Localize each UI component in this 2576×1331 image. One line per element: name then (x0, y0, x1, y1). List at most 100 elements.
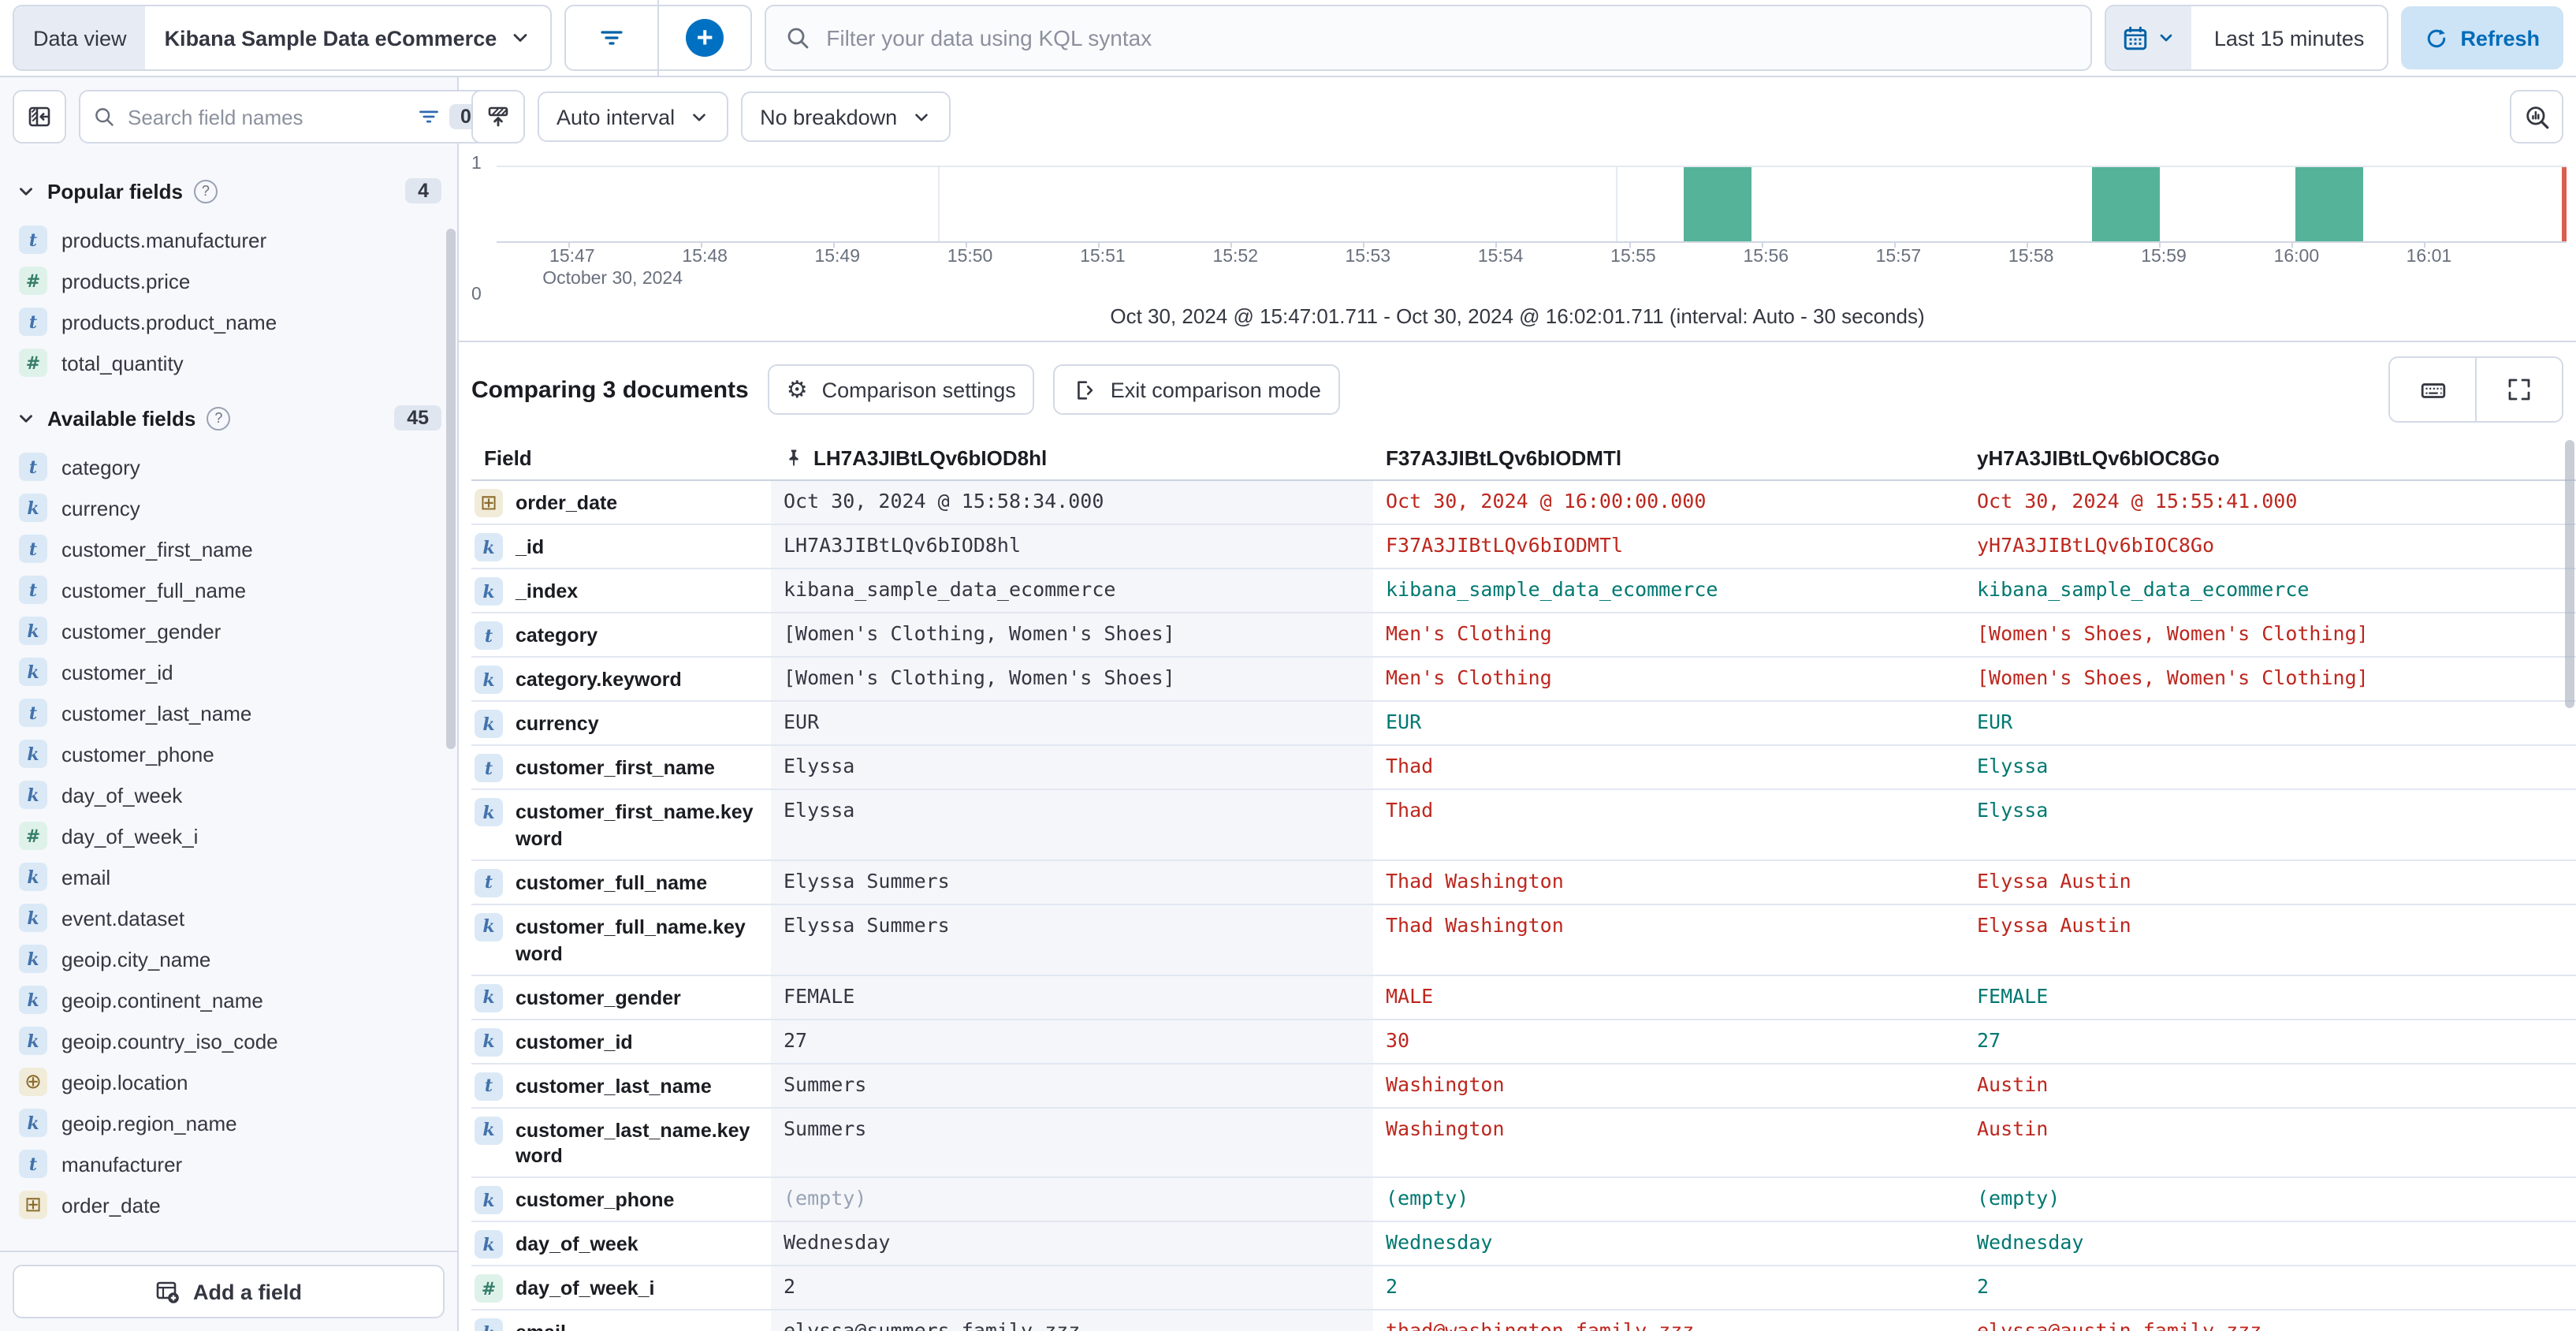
field-list-item[interactable]: # day_of_week_i (16, 815, 441, 856)
field-list-item[interactable]: k email (16, 856, 441, 897)
exit-comparison-button[interactable]: Exit comparison mode (1053, 364, 1340, 415)
explore-in-lens-button[interactable] (2510, 90, 2563, 144)
field-type-icon: t (475, 1072, 503, 1100)
x-axis-tick: 15:50 (947, 241, 993, 267)
document-header[interactable]: F37A3JIBtLQv6bIODMTl (1386, 446, 1622, 470)
fullscreen-button[interactable] (2475, 358, 2562, 421)
field-list-item[interactable]: k geoip.country_iso_code (16, 1020, 441, 1061)
field-list-item[interactable]: k customer_id (16, 651, 441, 692)
hide-chart-button[interactable] (471, 90, 525, 144)
table-row: k email elyssa@summers-family.zzz thad@w… (471, 1310, 2576, 1331)
field-list-item[interactable]: ⊞ order_date (16, 1184, 441, 1225)
collapse-sidebar-button[interactable] (13, 90, 66, 144)
field-type-icon: # (19, 267, 47, 295)
field-type-icon: k (19, 781, 47, 809)
field-name: customer_full_name.keyword (516, 915, 746, 965)
value-cell: 30 (1386, 1027, 1410, 1051)
x-axis: 15:47 15:48 15:49 15:50 15:51 15:52 15:53 15:54… (534, 241, 2557, 293)
comparison-table: Field LH7A3JIBtLQv6bIOD8hl F37A3JIBtLQv6… (471, 437, 2576, 1331)
keyboard-shortcuts-button[interactable] (2390, 358, 2475, 421)
document-header[interactable]: yH7A3JIBtLQv6bIOC8Go (1977, 446, 2220, 470)
data-view-value[interactable]: Kibana Sample Data eCommerce (146, 6, 551, 69)
kql-search-bar[interactable] (765, 5, 2093, 71)
value-cell: [Women's Shoes, Women's Clothing] (1977, 621, 2369, 645)
field-list-item[interactable]: k customer_gender (16, 610, 441, 651)
field-list-item[interactable]: k customer_phone (16, 733, 441, 774)
breakdown-dropdown[interactable]: No breakdown (741, 91, 951, 142)
field-type-icon: k (475, 1230, 503, 1259)
kql-search-input[interactable] (823, 24, 2072, 52)
add-filter-button[interactable]: + (657, 0, 750, 76)
pinned-value-cell: EUR (771, 702, 1373, 744)
histogram-plot-area[interactable] (497, 166, 2567, 243)
field-list-item[interactable]: # total_quantity (16, 342, 441, 383)
field-name: customer_id (61, 660, 173, 684)
field-type-icon: t (475, 754, 503, 782)
field-type-icon: t (19, 1150, 47, 1178)
field-list-item[interactable]: k currency (16, 487, 441, 528)
fields-sidebar: 0 Popular fields 4 t pro (0, 77, 497, 1331)
field-list-item[interactable]: # products.price (16, 260, 441, 301)
field-name: email (516, 1318, 566, 1331)
field-list-item[interactable]: t products.manufacturer (16, 219, 441, 260)
table-row: t customer_first_name Elyssa Thad Elyssa (471, 746, 2576, 790)
field-type-icon: k (475, 710, 503, 738)
plus-icon: + (686, 19, 724, 57)
field-list-item[interactable]: t products.product_name (16, 301, 441, 342)
histogram-chart: 1 0 15:47 15:48 15:49 15:50 15:51 15:52 15:53 1… (459, 155, 2567, 304)
field-type-icon: t (19, 699, 47, 727)
field-search-box[interactable]: 0 (79, 90, 497, 144)
data-view-picker[interactable]: Data view Kibana Sample Data eCommerce (13, 5, 553, 71)
field-list-item[interactable]: k geoip.continent_name (16, 979, 441, 1020)
field-list-item[interactable]: k day_of_week (16, 774, 441, 815)
field-name: customer_gender (516, 986, 681, 1009)
field-list-item[interactable]: k geoip.region_name (16, 1102, 441, 1143)
collapse-sidebar-icon (27, 104, 52, 129)
field-search-input[interactable] (125, 103, 408, 130)
body: 0 Popular fields 4 t pro (0, 77, 2576, 1331)
field-list-item[interactable]: t customer_full_name (16, 569, 441, 610)
field-type-icon: k (19, 494, 47, 522)
field-name: total_quantity (61, 351, 184, 375)
field-type-icon: k (19, 617, 47, 645)
field-list-item[interactable]: t category (16, 446, 441, 487)
time-picker-calendar-button[interactable] (2106, 6, 2192, 69)
chevron-down-icon (509, 27, 531, 49)
pinned-document-header[interactable]: LH7A3JIBtLQv6bIOD8hl (771, 437, 1373, 479)
field-list-item[interactable]: k geoip.city_name (16, 938, 441, 979)
pinned-value-cell: LH7A3JIBtLQv6bIOD8hl (771, 525, 1373, 568)
field-type-icon: k (475, 666, 503, 694)
filter-button[interactable] (566, 0, 657, 76)
sidebar-scrollbar[interactable] (446, 229, 456, 749)
field-filter-icon[interactable] (418, 106, 440, 128)
x-axis-tick: 15:49 (814, 241, 861, 267)
pinned-value-cell: elyssa@summers-family.zzz (771, 1310, 1373, 1331)
comparison-settings-button[interactable]: ⚙ Comparison settings (767, 364, 1035, 415)
field-list-item[interactable]: t customer_first_name (16, 528, 441, 569)
hide-chart-icon (486, 104, 511, 129)
field-name: manufacturer (61, 1152, 183, 1176)
field-name: currency (516, 713, 599, 735)
time-range-value[interactable]: Last 15 minutes (2213, 26, 2365, 50)
value-cell: (empty) (1977, 1186, 2060, 1210)
x-axis-date-label: October 30, 2024 (542, 270, 683, 289)
sidebar-controls: 0 (0, 77, 497, 156)
field-cell: k _index (471, 569, 771, 612)
field-list-item[interactable]: t manufacturer (16, 1143, 441, 1184)
value-cell: Oct 30, 2024 @ 15:55:41.000 (1977, 489, 2298, 513)
table-row: k category.keyword [Women's Clothing, Wo… (471, 658, 2576, 702)
available-fields-header[interactable]: Available fields 45 (16, 405, 441, 431)
field-type-icon: # (19, 822, 47, 850)
popular-fields-header[interactable]: Popular fields 4 (16, 178, 441, 203)
refresh-button[interactable]: Refresh (2400, 6, 2563, 69)
field-list-item[interactable]: k event.dataset (16, 897, 441, 938)
field-list-item[interactable]: t customer_last_name (16, 692, 441, 733)
value-cell: 2 (1386, 1274, 1398, 1299)
table-scrollbar[interactable] (2565, 440, 2574, 708)
field-list-item[interactable]: ⊕ geoip.location (16, 1061, 441, 1102)
field-name: customer_id (516, 1031, 633, 1053)
interval-dropdown[interactable]: Auto interval (538, 91, 729, 142)
add-field-button[interactable]: Add a field (13, 1265, 445, 1318)
pinned-value-cell: Oct 30, 2024 @ 15:58:34.000 (771, 481, 1373, 524)
